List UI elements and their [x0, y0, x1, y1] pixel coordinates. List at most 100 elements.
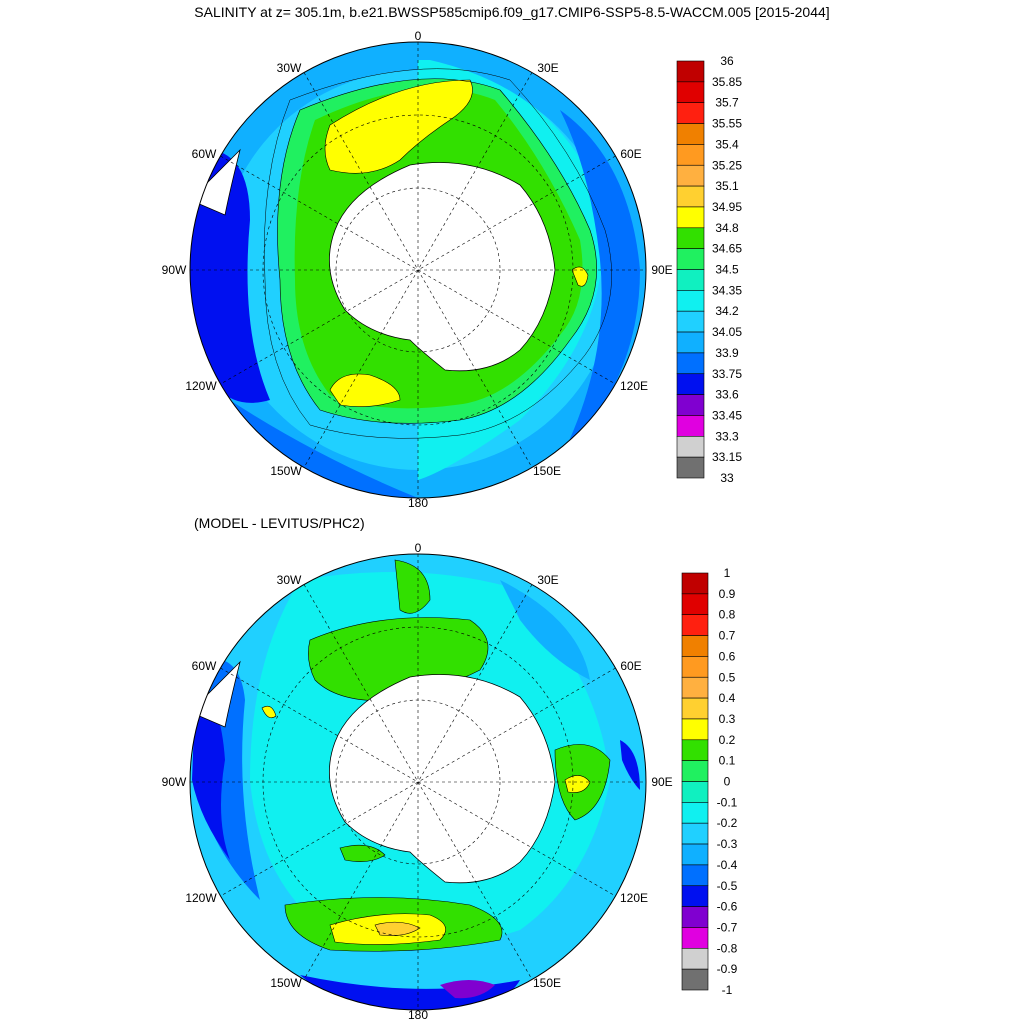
salinity-colorbar-label: 34.5 — [715, 263, 739, 277]
difference-colorbar-label: -1 — [722, 983, 733, 997]
salinity-colorbar-swatch — [676, 227, 705, 249]
lon-label-120e: 120E — [620, 891, 648, 905]
map-border — [189, 553, 647, 1011]
east-yellow-patch — [564, 775, 591, 793]
west-blue-region — [190, 148, 270, 403]
difference-colorbar-swatch — [681, 760, 709, 782]
difference-colorbar-label: -0.9 — [717, 962, 738, 976]
difference-colorbar-swatch — [681, 718, 709, 741]
ross-orange-patch — [374, 921, 421, 936]
lon-label-150e: 150E — [533, 464, 561, 478]
salinity-colorbar-label: 35.25 — [712, 158, 742, 172]
salinity-colorbar-label: 33.3 — [715, 429, 739, 443]
salinity-colorbar-swatch — [676, 164, 705, 187]
difference-colorbar-swatch — [681, 593, 709, 615]
lon-label-30e: 30E — [537, 573, 558, 587]
salinity-colorbar: 36 35.85 35.7 35.55 35.4 35.25 35.1 34.95 34.8 34… — [676, 54, 742, 485]
difference-colorbar-label: -0.3 — [717, 837, 738, 851]
lon-label-0: 0 — [415, 29, 422, 43]
contour-line — [264, 68, 612, 439]
difference-colorbar-swatch — [681, 927, 709, 949]
difference-colorbar-swatch — [681, 947, 709, 970]
difference-colorbar-label: -0.2 — [717, 816, 738, 830]
graticule — [190, 42, 646, 498]
difference-colorbar-swatch — [681, 885, 709, 907]
salinity-colorbar-swatch — [676, 352, 705, 375]
salinity-colorbar-label: 33.15 — [712, 450, 742, 464]
lon-label-150w: 150W — [270, 976, 302, 990]
salinity-colorbar-label: 33.75 — [712, 367, 742, 381]
difference-colorbar-swatch — [681, 802, 709, 824]
south-purple-region — [440, 980, 495, 999]
lon-label-30e: 30E — [537, 61, 558, 75]
difference-colorbar-swatch — [681, 906, 709, 928]
salinity-colorbar-swatch — [676, 373, 705, 395]
salinity-colorbar-swatch — [676, 60, 705, 83]
difference-colorbar-label: 0.3 — [719, 712, 736, 726]
salinity-colorbar-label: 33.45 — [712, 408, 742, 422]
salinity-colorbar-swatch — [676, 102, 705, 124]
difference-colorbar-label: -0.1 — [717, 795, 738, 809]
difference-colorbar-swatch — [681, 739, 709, 761]
difference-colorbar-label: 0.9 — [719, 587, 736, 601]
difference-colorbar-label: 0.4 — [719, 691, 736, 705]
lon-label-120e: 120E — [620, 379, 648, 393]
contour-line — [277, 78, 597, 424]
salinity-colorbar-swatch — [676, 248, 705, 270]
green-zone-small — [339, 844, 386, 862]
lon-label-30w: 30W — [277, 61, 302, 75]
difference-colorbar-label: 0.5 — [719, 670, 736, 684]
salinity-colorbar-label: 34.95 — [712, 200, 742, 214]
lon-label-60e: 60E — [620, 147, 641, 161]
salinity-colorbar-swatch — [676, 269, 705, 291]
difference-colorbar-swatch — [681, 822, 709, 845]
difference-colorbar-label: -0.4 — [717, 858, 738, 872]
ross-yellow-patch — [329, 373, 401, 407]
difference-colorbar-swatch — [681, 656, 709, 678]
salinity-colorbar-swatch — [676, 415, 705, 437]
difference-colorbar-label: 0.7 — [719, 629, 736, 643]
salinity-colorbar-label: 35.1 — [715, 179, 739, 193]
salinity-colorbar-swatch — [676, 81, 705, 103]
difference-polar-map: 0 30E 60E 90E 120E 150E 180 150W 120W 90… — [162, 541, 673, 1022]
lon-label-30w: 30W — [277, 573, 302, 587]
difference-colorbar-swatch — [681, 572, 709, 595]
salinity-colorbar-label: 34.05 — [712, 325, 742, 339]
difference-colorbar-swatch — [681, 676, 709, 699]
lon-label-180: 180 — [408, 1008, 428, 1022]
salinity-colorbar-swatch — [676, 290, 705, 312]
lon-label-150w: 150W — [270, 464, 302, 478]
difference-colorbar-label: -0.6 — [717, 900, 738, 914]
salinity-colorbar-swatch — [676, 185, 705, 208]
blue-region — [500, 580, 590, 680]
salinity-colorbar-label: 34.2 — [715, 304, 739, 318]
difference-colorbar-label: -0.5 — [717, 879, 738, 893]
salinity-polar-map: 0 30E 60E 90E 120E 150E 180 150W 120W 90… — [162, 29, 673, 510]
graticule — [190, 554, 646, 1010]
north-green-zone — [394, 559, 431, 614]
difference-colorbar-label: 0.1 — [719, 754, 736, 768]
salinity-colorbar-swatch — [676, 144, 705, 166]
difference-colorbar-swatch — [681, 635, 709, 657]
lon-label-90e: 90E — [651, 263, 672, 277]
difference-colorbar-swatch — [681, 614, 709, 636]
difference-colorbar-label: -0.8 — [717, 941, 738, 955]
salinity-colorbar-label: 33.6 — [715, 388, 739, 402]
lon-label-120w: 120W — [185, 891, 217, 905]
salinity-colorbar-label: 36 — [720, 54, 734, 68]
difference-colorbar-swatch — [681, 781, 709, 803]
difference-colorbar-label: 0 — [724, 775, 731, 789]
lon-label-180: 180 — [408, 496, 428, 510]
salinity-colorbar-label: 35.7 — [715, 96, 739, 110]
salinity-colorbar-swatch — [676, 310, 705, 333]
west-deepblue-region — [192, 698, 230, 860]
difference-colorbar-swatch — [681, 697, 709, 720]
lon-label-90e: 90E — [651, 775, 672, 789]
difference-colorbar-label: 0.2 — [719, 733, 736, 747]
difference-colorbar-label: -0.7 — [717, 920, 738, 934]
difference-colorbar-label: 1 — [724, 566, 731, 580]
difference-colorbar-swatch — [681, 843, 709, 866]
east-deepblue-region — [620, 740, 640, 790]
west-yellow-patch — [261, 705, 277, 719]
